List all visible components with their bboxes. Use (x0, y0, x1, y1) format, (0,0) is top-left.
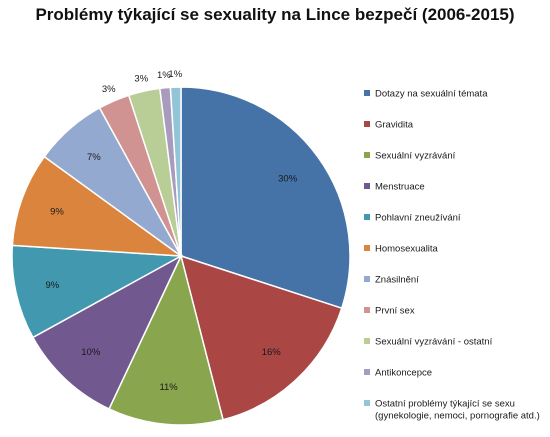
legend-swatch (364, 121, 370, 127)
legend-label: Sexuální vyzrávání - ostatní (375, 337, 493, 348)
legend-item-sexualni-vyzravani-ostatni: Sexuální vyzrávání - ostatní (364, 337, 493, 348)
legend-label: Antikoncepce (375, 368, 432, 379)
legend-swatch (364, 90, 370, 96)
legend-label: Homosexualita (375, 244, 439, 255)
legend-label: Pohlavní zneužívání (375, 213, 461, 224)
legend: Dotazy na sexuální témata Gravidita Sexuál… (364, 89, 540, 422)
legend-label-line2: (gynekologie, nemoci, pornografie atd.) (375, 411, 540, 422)
slice-label-ostatni-problemy-tykajici-se-sexu: 1% (168, 69, 182, 80)
legend-label: Ostatní problémy týkající se sexu (375, 399, 515, 410)
legend-item-dotazy-na-sexualni-temata: Dotazy na sexuální témata (364, 89, 488, 100)
legend-label: Sexuální vyzrávání (375, 151, 456, 162)
pie-slice-dotazy-na-sexualni-temata (180, 86, 351, 310)
legend-swatch (364, 245, 370, 251)
legend-label: Dotazy na sexuální témata (375, 89, 488, 100)
legend-swatch (364, 183, 370, 189)
legend-swatch (364, 152, 370, 158)
slice-label-dotazy-na-sexualni-temata: 30% (278, 174, 298, 185)
legend-item-gravidita: Gravidita (364, 120, 414, 131)
legend-item-znasilneni: Znásilnění (364, 275, 419, 286)
legend-swatch (364, 276, 370, 282)
slice-label-gravidita: 16% (262, 347, 282, 358)
pie-slice-menstruace (31, 254, 183, 410)
legend-item-prvni-sex: První sex (364, 306, 415, 317)
legend-item-antikoncepce: Antikoncepce (364, 368, 432, 379)
legend-swatch (364, 307, 370, 313)
pie-slice-pohlavni-zneuzivani (11, 244, 184, 339)
legend-item-menstruace: Menstruace (364, 182, 425, 193)
slice-label-sexualni-vyzravani-ostatni: 3% (134, 73, 148, 84)
pie-slices (11, 86, 351, 426)
slice-label-pohlavni-zneuzivani: 9% (45, 280, 59, 291)
legend-label: Gravidita (375, 120, 414, 131)
slice-label-prvni-sex: 3% (102, 84, 116, 95)
legend-item-pohlavni-zneuzivani: Pohlavní zneužívání (364, 213, 461, 224)
chart-title: Problémy týkající se sexuality na Lince … (35, 5, 515, 24)
legend-label: Menstruace (375, 182, 425, 193)
legend-item-sexualni-vyzravani: Sexuální vyzrávání (364, 151, 456, 162)
pie-slice-sexualni-vyzravani (108, 253, 224, 426)
legend-item-ostatni-problemy-tykajici-se-sexu: Ostatní problémy týkající se sexu(gyneko… (364, 399, 540, 422)
legend-swatch (364, 369, 370, 375)
slice-label-sexualni-vyzravani: 11% (159, 382, 178, 393)
legend-label: První sex (375, 306, 415, 317)
pie-slice-homosexualita (11, 155, 184, 257)
slice-label-homosexualita: 9% (50, 206, 64, 217)
legend-swatch (364, 400, 370, 406)
legend-swatch (364, 338, 370, 344)
legend-label: Znásilnění (375, 275, 419, 286)
legend-item-homosexualita: Homosexualita (364, 244, 439, 255)
slice-label-menstruace: 10% (81, 347, 101, 358)
pie-slice-gravidita (179, 254, 343, 421)
slice-label-znasilneni: 7% (87, 152, 101, 163)
slice-label-antikoncepce: 1% (157, 70, 171, 81)
legend-swatch (364, 214, 370, 220)
pie-slice-ostatni-problemy-tykajici-se-sexu (169, 86, 182, 257)
slice-labels: 30% 16% 11% 10% 9% 9% 7% 3% 3% 1%1% (45, 69, 297, 393)
